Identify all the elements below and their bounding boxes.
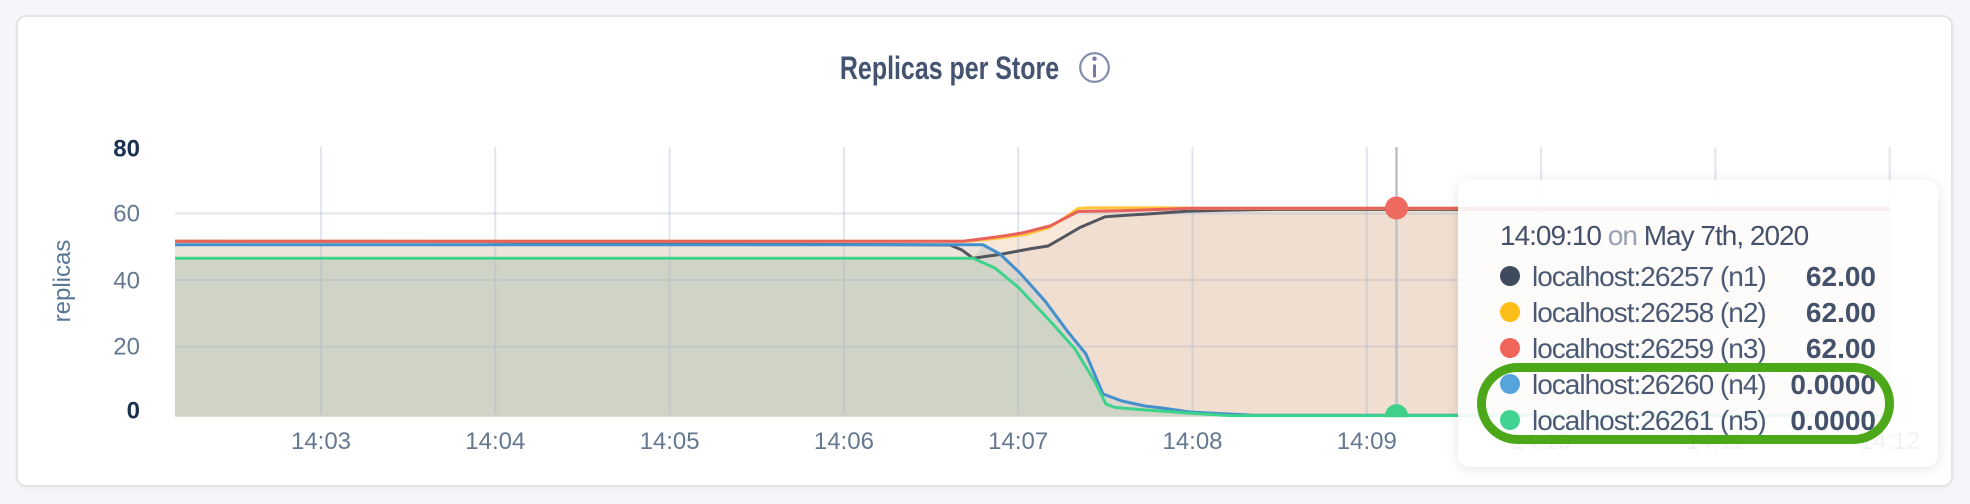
svg-text:14:05: 14:05: [640, 428, 700, 455]
svg-text:14:09: 14:09: [1337, 428, 1397, 455]
svg-text:14:06: 14:06: [814, 428, 874, 455]
svg-text:14:08: 14:08: [1162, 428, 1222, 455]
svg-text:60: 60: [113, 201, 140, 228]
svg-text:14:03: 14:03: [291, 428, 351, 455]
svg-text:80: 80: [113, 136, 140, 163]
svg-text:replicas: replicas: [49, 240, 76, 323]
svg-text:0: 0: [127, 398, 140, 425]
svg-text:40: 40: [113, 268, 140, 295]
svg-text:20: 20: [113, 334, 140, 361]
svg-text:14:04: 14:04: [465, 428, 525, 455]
svg-text:14:07: 14:07: [988, 428, 1048, 455]
